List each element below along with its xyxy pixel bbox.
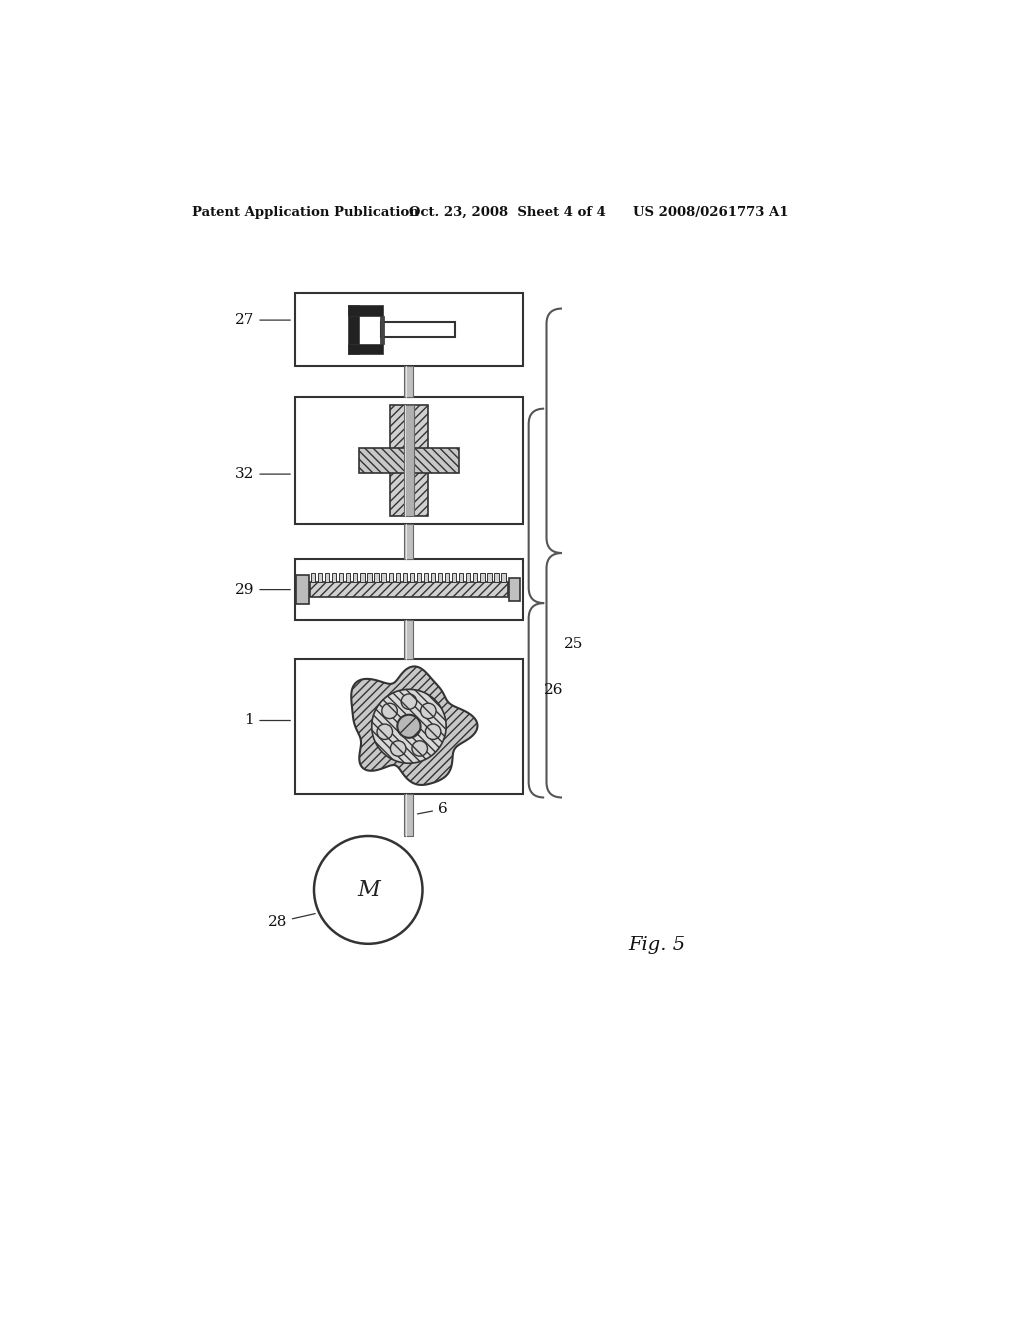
Circle shape	[382, 704, 397, 718]
Bar	[375, 573, 379, 582]
Bar	[410, 573, 414, 582]
Text: US 2008/0261773 A1: US 2008/0261773 A1	[633, 206, 788, 219]
Text: 27: 27	[234, 313, 290, 327]
Bar	[382, 573, 386, 582]
Bar	[296, 576, 308, 605]
Bar	[404, 793, 413, 836]
Text: Patent Application Publication: Patent Application Publication	[191, 206, 418, 219]
Bar	[404, 367, 413, 397]
Bar	[452, 573, 457, 582]
Bar	[339, 573, 343, 582]
Bar	[417, 573, 421, 582]
Polygon shape	[351, 667, 477, 785]
Circle shape	[401, 694, 417, 709]
Bar	[403, 405, 415, 516]
Circle shape	[390, 741, 406, 756]
Text: M: M	[357, 879, 380, 900]
Bar	[473, 573, 477, 582]
Bar	[295, 558, 523, 620]
Bar	[404, 620, 413, 659]
Bar	[346, 573, 350, 582]
Bar	[318, 573, 323, 582]
Bar	[445, 573, 450, 582]
Text: 29: 29	[234, 582, 290, 597]
Bar	[502, 573, 506, 582]
Text: 28: 28	[267, 913, 315, 929]
Bar	[487, 573, 492, 582]
Bar	[431, 573, 435, 582]
Bar	[438, 573, 442, 582]
Text: Oct. 23, 2008  Sheet 4 of 4: Oct. 23, 2008 Sheet 4 of 4	[409, 206, 605, 219]
Bar	[480, 573, 484, 582]
Bar	[509, 578, 520, 601]
Bar	[388, 573, 393, 582]
Circle shape	[412, 741, 427, 756]
Bar	[358, 449, 460, 473]
Bar	[495, 573, 499, 582]
Text: 25: 25	[563, 636, 583, 651]
Bar	[390, 405, 428, 516]
Text: 6: 6	[418, 803, 447, 816]
Circle shape	[314, 836, 423, 944]
Bar	[380, 315, 384, 343]
Bar	[332, 573, 336, 582]
Bar	[404, 524, 413, 558]
Text: 1: 1	[245, 714, 290, 727]
Bar	[348, 343, 383, 354]
Circle shape	[425, 725, 441, 739]
Bar	[311, 573, 315, 582]
Bar	[348, 305, 383, 315]
Bar	[424, 573, 428, 582]
Bar	[466, 573, 470, 582]
Bar	[325, 573, 330, 582]
Bar	[368, 573, 372, 582]
Bar	[360, 573, 365, 582]
Circle shape	[397, 714, 421, 738]
Circle shape	[377, 725, 392, 739]
Bar	[402, 573, 407, 582]
Text: 32: 32	[234, 467, 290, 480]
Circle shape	[421, 704, 436, 718]
Bar	[295, 397, 523, 524]
Polygon shape	[372, 689, 446, 763]
Text: Fig. 5: Fig. 5	[628, 936, 685, 954]
Bar	[348, 305, 358, 354]
Bar	[295, 293, 523, 367]
Bar	[353, 573, 357, 582]
Bar	[459, 573, 463, 582]
Bar	[310, 582, 508, 597]
Text: 26: 26	[544, 682, 563, 697]
Bar	[381, 322, 455, 338]
Bar	[395, 573, 399, 582]
Bar	[295, 659, 523, 793]
